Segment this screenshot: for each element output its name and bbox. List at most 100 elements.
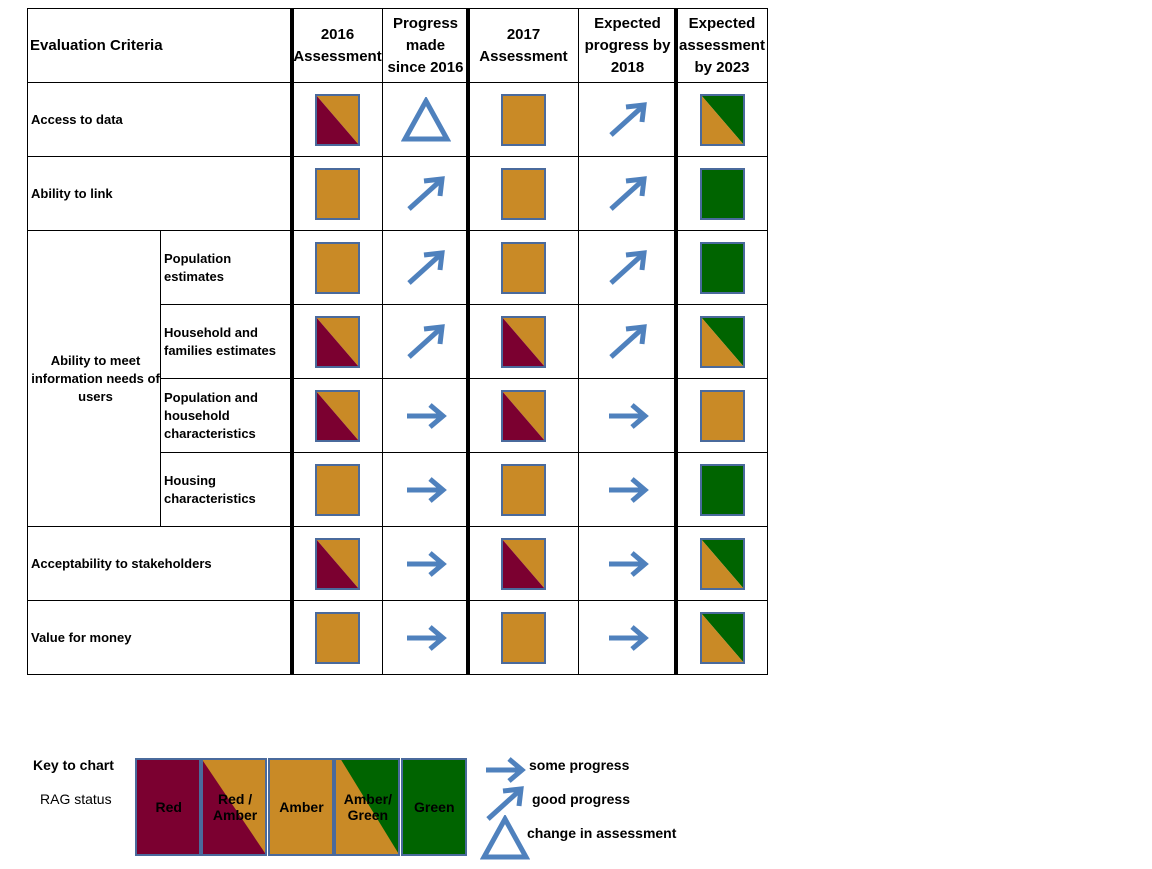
outline bbox=[501, 611, 546, 664]
status-cell bbox=[676, 378, 768, 453]
key-progress-label-text: some progress bbox=[529, 757, 630, 773]
diagonal-arrow bbox=[406, 249, 445, 285]
rag-icon bbox=[501, 241, 546, 294]
status-cell bbox=[382, 82, 469, 157]
key-box: Amber/ Green bbox=[334, 758, 401, 856]
key-progress-label: change in assessment bbox=[527, 825, 727, 843]
outline bbox=[501, 537, 546, 590]
rag-icon bbox=[699, 93, 745, 146]
header-cell: Expected progress by 2018 bbox=[578, 8, 677, 83]
group-label-text: Ability to meet information needs of use… bbox=[31, 352, 160, 404]
row-label: Household and families estimates bbox=[160, 304, 293, 379]
row-label: Acceptability to stakeholders bbox=[27, 526, 293, 601]
header-cell-text: Evaluation Criteria bbox=[30, 36, 163, 54]
status-cell bbox=[468, 600, 579, 675]
diagonal-arrow bbox=[406, 175, 445, 211]
key-label: Amber bbox=[279, 799, 324, 815]
status-cell bbox=[382, 230, 469, 305]
status-cell bbox=[468, 304, 579, 379]
fill bbox=[700, 242, 744, 293]
rag-icon bbox=[699, 463, 745, 516]
thick-divider bbox=[674, 8, 678, 675]
status-cell bbox=[468, 378, 579, 453]
header-cell: Progress made since 2016 bbox=[382, 8, 469, 83]
outline bbox=[315, 167, 360, 220]
outline bbox=[501, 389, 546, 442]
fill bbox=[502, 242, 545, 293]
diagonal-arrow bbox=[608, 323, 647, 359]
outline bbox=[501, 241, 546, 294]
outline bbox=[315, 463, 360, 516]
key-title: Key to chart bbox=[33, 757, 133, 775]
key-label: Red bbox=[155, 799, 182, 815]
outline bbox=[699, 93, 745, 146]
outline bbox=[315, 241, 360, 294]
amber-half bbox=[700, 538, 744, 589]
status-cell bbox=[578, 304, 677, 379]
rag-icon bbox=[501, 611, 546, 664]
outline bbox=[699, 537, 745, 590]
rag-label: RAG status bbox=[40, 791, 130, 809]
rag-icon bbox=[699, 167, 745, 220]
amber-half bbox=[700, 612, 744, 663]
row-label-text: Population and household characteristics bbox=[164, 389, 258, 441]
header-cell: Expected assessment by 2023 bbox=[676, 8, 768, 83]
status-cell bbox=[292, 526, 383, 601]
fill bbox=[502, 612, 545, 663]
rag-icon bbox=[315, 315, 360, 368]
header-cell-text: Progress made since 2016 bbox=[387, 14, 464, 76]
status-cell bbox=[382, 526, 469, 601]
diagonal-arrow bbox=[486, 786, 524, 821]
key-box: Green bbox=[400, 758, 468, 856]
header-cell-text: Expected progress by 2018 bbox=[584, 14, 671, 76]
header-cell-text: 2016 Assessment bbox=[293, 25, 382, 65]
rag-icon bbox=[315, 167, 360, 220]
outline bbox=[699, 167, 745, 220]
status-cell bbox=[382, 304, 469, 379]
rag-icon bbox=[315, 93, 360, 146]
row-label: Population and household characteristics bbox=[160, 378, 293, 453]
key-title-text: Key to chart bbox=[33, 757, 114, 773]
header-cell: Evaluation Criteria bbox=[27, 8, 293, 83]
rag-icon bbox=[501, 463, 546, 516]
status-cell bbox=[382, 600, 469, 675]
status-cell bbox=[292, 600, 383, 675]
rag-icon bbox=[315, 241, 360, 294]
fill bbox=[700, 390, 744, 441]
diagonal-arrow bbox=[608, 101, 647, 137]
fill bbox=[700, 464, 744, 515]
right-arrow bbox=[406, 476, 447, 503]
status-cell bbox=[382, 452, 469, 527]
outline bbox=[315, 537, 360, 590]
key-swatch bbox=[267, 758, 334, 856]
header-cell-text: Expected assessment by 2023 bbox=[679, 14, 765, 76]
status-cell bbox=[578, 452, 677, 527]
key-label: Green bbox=[414, 799, 455, 815]
outline bbox=[699, 463, 745, 516]
fill bbox=[700, 168, 744, 219]
key-swatch bbox=[400, 758, 467, 856]
fill bbox=[316, 464, 359, 515]
red-half bbox=[316, 538, 359, 589]
key-progress-label-text: good progress bbox=[532, 791, 631, 807]
header-cell: 2016 Assessment bbox=[292, 8, 383, 83]
rag-icon bbox=[501, 315, 546, 368]
status-cell bbox=[292, 452, 383, 527]
right-arrow bbox=[608, 550, 649, 577]
triangle-icon bbox=[480, 815, 530, 860]
row-label-text: Ability to link bbox=[31, 185, 113, 201]
row-label-text: Access to data bbox=[31, 111, 123, 127]
row-label-text: Household and families estimates bbox=[164, 324, 277, 358]
key-box: Red / Amber bbox=[201, 758, 268, 856]
thick-divider bbox=[466, 8, 470, 675]
row-label: Value for money bbox=[27, 600, 293, 675]
status-cell bbox=[468, 526, 579, 601]
outline bbox=[315, 93, 360, 146]
key-label: Amber/ Green bbox=[343, 791, 392, 823]
row-label: Access to data bbox=[27, 82, 293, 157]
fill bbox=[502, 464, 545, 515]
row-label-text: Population estimates bbox=[164, 250, 232, 284]
status-cell bbox=[292, 230, 383, 305]
status-cell bbox=[676, 304, 768, 379]
